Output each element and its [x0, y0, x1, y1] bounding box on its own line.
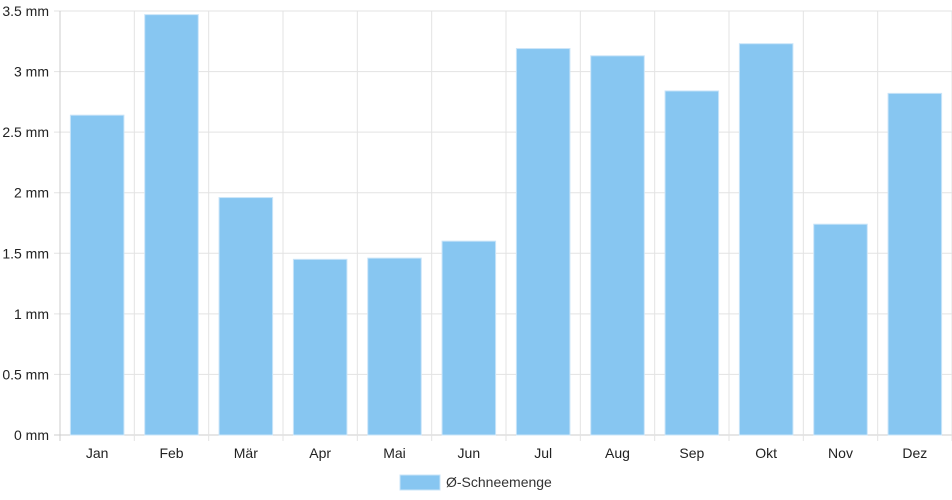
y-tick-label: 3.5 mm — [2, 3, 49, 19]
x-tick-label: Jun — [458, 445, 481, 461]
x-tick-label: Sep — [679, 445, 704, 461]
legend-label[interactable]: Ø-Schneemenge — [446, 474, 552, 490]
bar-Apr[interactable] — [292, 258, 348, 436]
y-tick-label: 1 mm — [14, 306, 49, 322]
x-tick-label: Jan — [86, 445, 109, 461]
bar-Jul[interactable] — [515, 48, 571, 436]
y-tick-label: 0.5 mm — [2, 366, 49, 382]
x-tick-label: Dez — [902, 445, 927, 461]
bar-Jun[interactable] — [441, 240, 497, 436]
bar-Mär[interactable] — [218, 197, 274, 436]
x-tick-label: Aug — [605, 445, 630, 461]
x-axis-ticks: Jan Feb Mär Apr Mai Jun Jul Aug Sep Okt Nov Dez — [86, 445, 927, 461]
legend-swatch[interactable] — [399, 474, 441, 491]
bars — [69, 14, 943, 436]
x-tick-label: Feb — [159, 445, 183, 461]
y-tick-label: 1.5 mm — [2, 245, 49, 261]
x-tick-label: Mai — [383, 445, 406, 461]
bar-Jan[interactable] — [69, 114, 125, 436]
x-tick-label: Okt — [755, 445, 777, 461]
x-tick-label: Nov — [828, 445, 853, 461]
bar-Feb[interactable] — [144, 14, 199, 436]
y-tick-label: 0 mm — [14, 427, 49, 443]
x-tick-label: Jul — [534, 445, 552, 461]
grid — [54, 10, 952, 441]
bar-Aug[interactable] — [590, 55, 645, 436]
y-tick-label: 2 mm — [14, 185, 49, 201]
y-axis-ticks: 0 mm 0.5 mm 1 mm 1.5 mm 2 mm 2.5 mm 3 mm 3.5 mm — [2, 3, 49, 443]
bar-Dez[interactable] — [887, 92, 943, 436]
bar-Okt[interactable] — [738, 43, 794, 436]
y-tick-label: 3 mm — [14, 64, 49, 80]
legend[interactable]: Ø-Schneemenge — [399, 474, 552, 491]
x-tick-label: Apr — [309, 445, 331, 461]
bar-Sep[interactable] — [664, 90, 720, 436]
bar-Nov[interactable] — [813, 223, 868, 436]
bar-Mai[interactable] — [367, 257, 422, 436]
x-tick-label: Mär — [234, 445, 258, 461]
y-tick-label: 2.5 mm — [2, 124, 49, 140]
